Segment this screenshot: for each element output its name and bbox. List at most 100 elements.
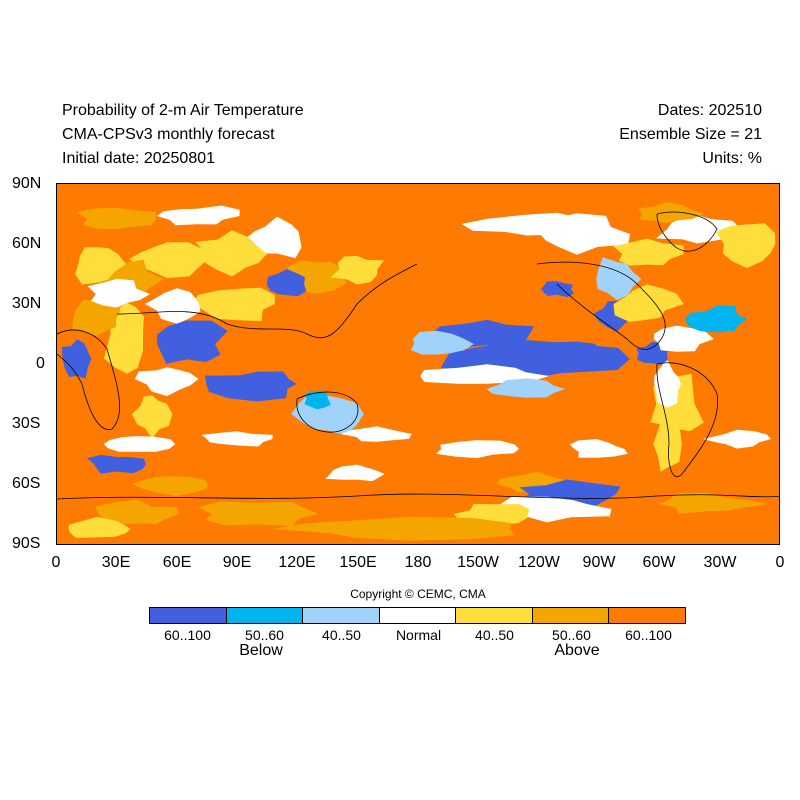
coastline-0 — [57, 329, 120, 430]
map-canvas — [57, 184, 779, 544]
anomaly-region-20 — [541, 281, 575, 298]
lon-label-150w: 150W — [457, 554, 499, 571]
lon-label-120w: 120W — [518, 554, 560, 571]
legend-swatch-above-50-60 — [532, 608, 610, 623]
lon-label-60e: 60E — [162, 554, 192, 571]
anomaly-region-34 — [87, 278, 150, 308]
coastline-6 — [656, 211, 718, 252]
anomaly-region-10 — [596, 257, 642, 301]
anomaly-region-18 — [75, 247, 126, 285]
anomaly-region-50 — [87, 454, 146, 474]
coastline-2 — [296, 391, 359, 433]
ensemble-size: Ensemble Size = 21 — [619, 126, 762, 143]
map-subtitle: CMA-CPSv3 monthly forecast — [62, 126, 275, 143]
probability-map — [56, 183, 780, 545]
legend-swatch-above-60-100 — [609, 608, 686, 623]
anomaly-region-33 — [131, 395, 173, 439]
anomaly-region-60 — [272, 517, 516, 541]
anomaly-region-51 — [132, 476, 208, 496]
anomaly-region-53 — [496, 471, 587, 494]
anomaly-region-42 — [613, 284, 684, 322]
lat-label-30s: 30S — [12, 415, 41, 432]
units-label: Units: % — [702, 150, 762, 167]
copyright-text: Copyright © CEMC, CMA — [350, 587, 486, 601]
anomaly-region-17 — [638, 202, 704, 224]
anomaly-region-47 — [436, 440, 519, 459]
anomaly-region-29 — [134, 367, 199, 397]
anomaly-region-15 — [192, 287, 275, 322]
lon-label-150e: 150E — [339, 554, 377, 571]
lat-label-90s: 90S — [12, 535, 41, 552]
anomaly-region-61 — [68, 516, 131, 538]
legend-swatch-above-40-50 — [456, 608, 533, 623]
anomaly-region-0 — [76, 207, 157, 229]
legend-label-normal: Normal — [395, 627, 442, 643]
anomaly-region-36 — [304, 390, 331, 410]
legend-label-above-40-50: 40..50 — [475, 627, 514, 643]
initial-date: Initial date: 20250801 — [62, 150, 216, 167]
anomaly-region-40 — [653, 325, 714, 352]
coastline-1 — [116, 263, 418, 339]
anomaly-region-31 — [72, 299, 121, 336]
lon-label-120e: 120E — [278, 554, 316, 571]
legend-label-above-60-100: 60..100 — [625, 627, 672, 643]
anomaly-region-48 — [569, 439, 628, 458]
legend-label-below-50-60: 50..60 — [245, 627, 284, 643]
anomaly-region-9 — [539, 213, 631, 255]
legend-swatch-below-60-100 — [150, 608, 227, 623]
lon-label-90e: 90E — [222, 554, 252, 571]
anomaly-region-1 — [156, 205, 240, 226]
lat-label-30n: 30N — [12, 295, 42, 312]
forecast-dates: Dates: 202510 — [657, 102, 762, 119]
anomaly-region-24 — [420, 364, 550, 384]
anomaly-region-28 — [204, 371, 297, 402]
anomaly-region-49 — [702, 429, 771, 449]
anomaly-region-32 — [61, 339, 92, 379]
lon-label-180: 180 — [404, 554, 432, 571]
anomaly-region-43 — [684, 305, 748, 333]
anomaly-region-3 — [195, 230, 267, 277]
anomaly-region-7 — [330, 255, 384, 285]
coastline-5 — [57, 493, 779, 500]
anomaly-region-16 — [144, 288, 201, 324]
anomaly-region-58 — [94, 499, 179, 525]
legend-colorbar — [149, 607, 686, 624]
anomaly-region-55 — [485, 496, 612, 523]
legend-swatch-below-40-50 — [303, 608, 380, 623]
lat-label-60s: 60S — [12, 475, 41, 492]
anomaly-region-25 — [539, 341, 619, 364]
lat-label-60n: 60N — [12, 235, 42, 252]
lon-label-90w: 90W — [582, 554, 616, 571]
anomaly-region-13 — [716, 223, 776, 268]
lon-label-60w: 60W — [642, 554, 676, 571]
legend-swatch-normal — [379, 608, 457, 623]
legend-below-label: Below — [239, 642, 283, 659]
anomaly-region-59 — [659, 492, 769, 514]
anomaly-region-52 — [325, 464, 385, 482]
anomaly-region-57 — [198, 501, 318, 527]
lat-label-eq: 0 — [36, 355, 45, 372]
anomaly-region-4 — [129, 242, 209, 279]
lon-label-30e: 30E — [101, 554, 131, 571]
anomaly-region-45 — [201, 431, 273, 447]
legend-above-label: Above — [554, 642, 600, 659]
anomaly-region-27 — [156, 320, 228, 364]
coastline-4 — [656, 362, 719, 477]
anomaly-region-23 — [410, 330, 474, 355]
anomaly-region-46 — [341, 426, 412, 442]
anomaly-region-41 — [653, 418, 682, 472]
coastline-3 — [536, 261, 666, 350]
lon-label-0-end: 0 — [775, 554, 785, 571]
legend-label-below-40-50: 40..50 — [322, 627, 361, 643]
legend-label-below-60-100: 60..100 — [164, 627, 211, 643]
lat-label-90n: 90N — [12, 175, 42, 192]
anomaly-region-44 — [103, 436, 176, 452]
legend-swatch-below-50-60 — [226, 608, 304, 623]
map-title: Probability of 2-m Air Temperature — [62, 102, 304, 119]
lon-label-30w: 30W — [703, 554, 737, 571]
header-left: Probability of 2-m Air Temperature CMA-C… — [62, 99, 304, 171]
anomaly-region-14 — [266, 269, 307, 297]
header-right: Dates: 202510 Ensemble Size = 21 Units: … — [619, 99, 762, 171]
legend-label-above-50-60: 50..60 — [552, 627, 591, 643]
anomaly-region-11 — [613, 238, 684, 266]
